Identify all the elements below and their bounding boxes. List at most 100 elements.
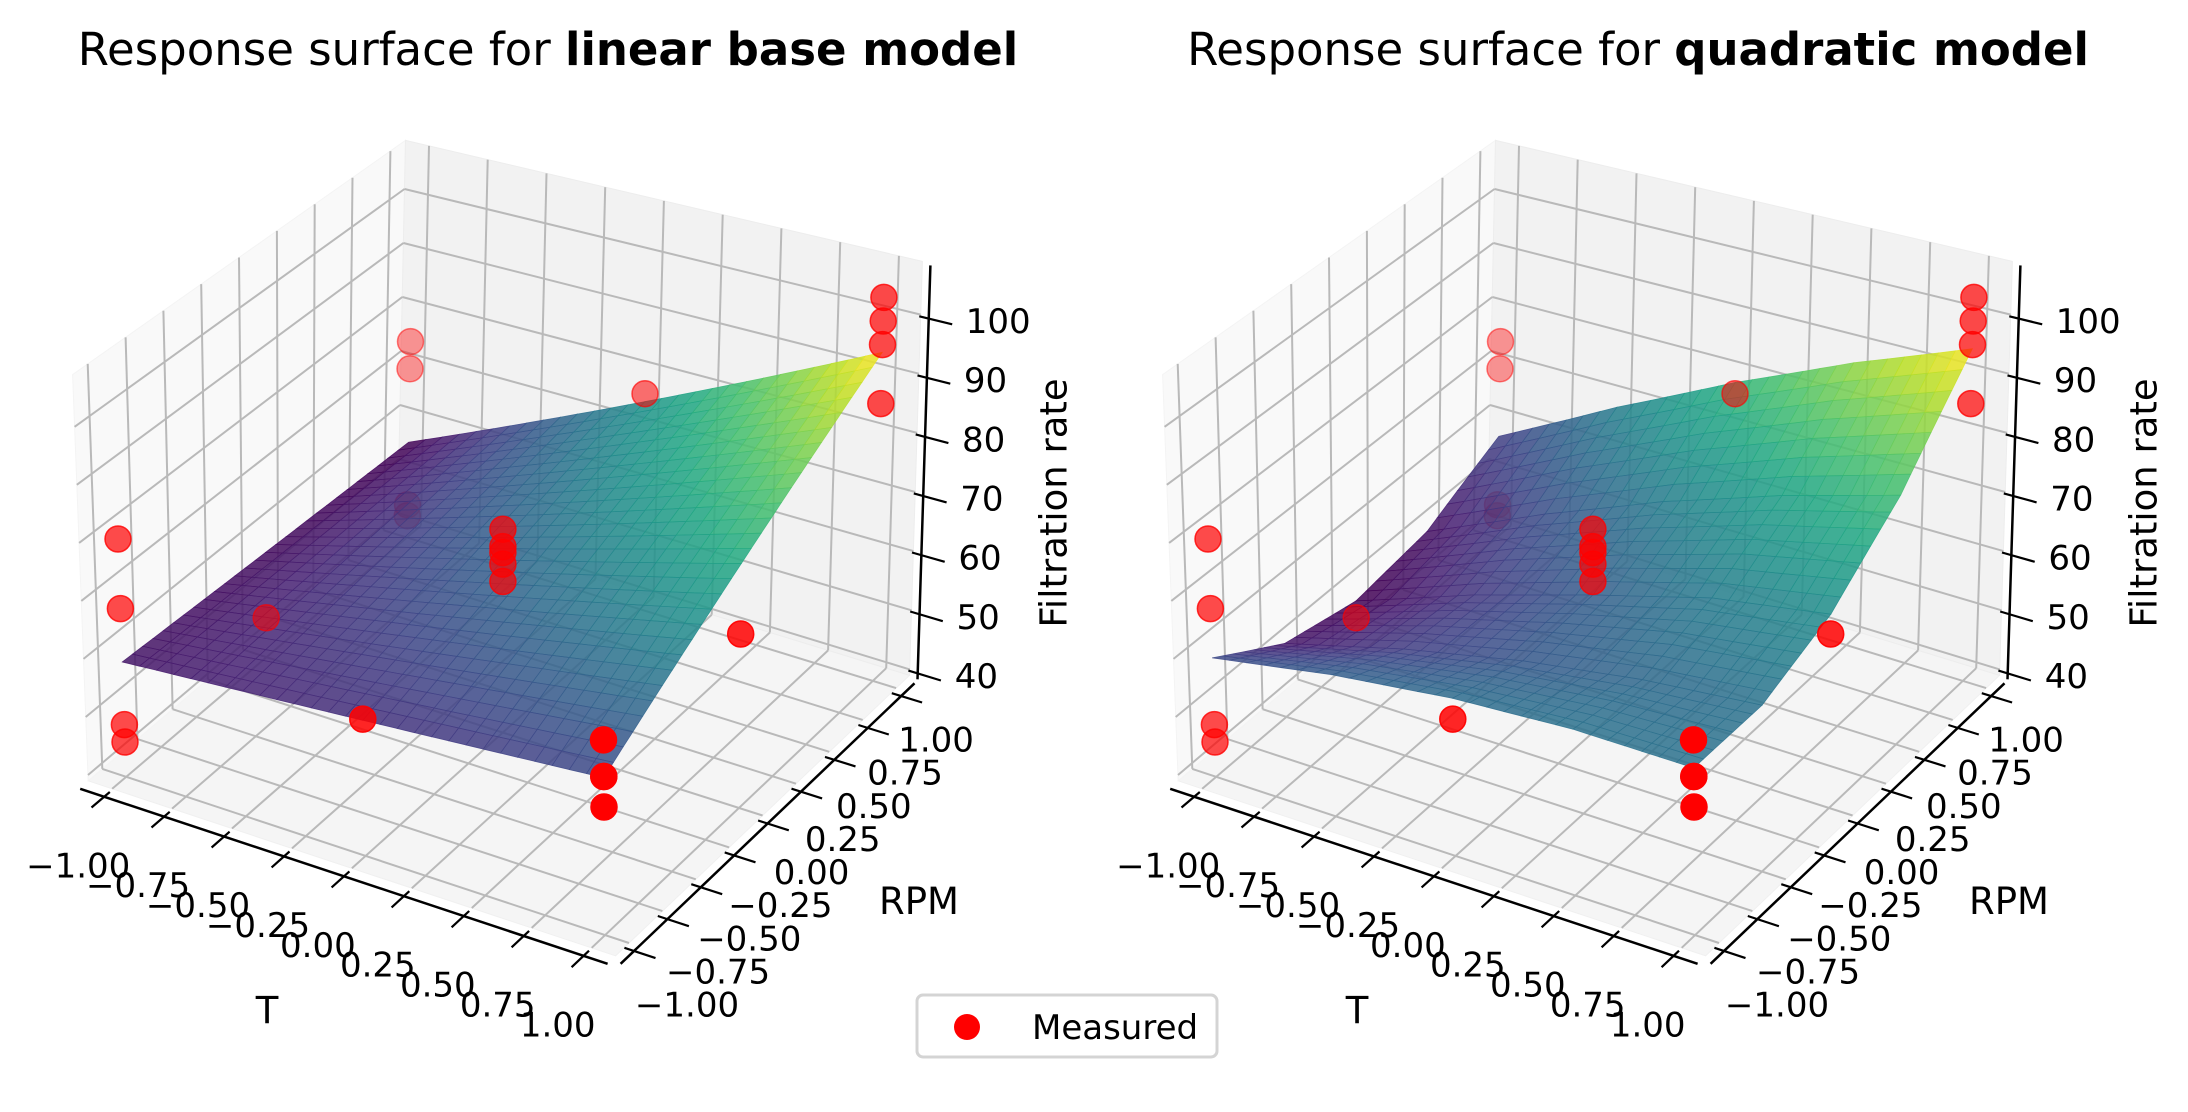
measured-point [589, 726, 618, 754]
t-tick-label: −0.25 [206, 906, 310, 946]
z-tick-label: 90 [964, 361, 1007, 401]
rpm-axis-tick [1881, 787, 1913, 800]
z-axis-tick [915, 433, 949, 445]
rpm-tick-label: 0.75 [1957, 754, 2033, 794]
rpm-tick-label: 1.00 [898, 721, 974, 761]
z-tick-label: 60 [958, 539, 1001, 579]
t-tick-label: −0.50 [146, 886, 250, 926]
left-gridline-z [78, 296, 403, 544]
rpm-axis-tick [1847, 819, 1880, 832]
t-tick-label: 0.50 [400, 966, 476, 1006]
rpm-tick-label: −0.25 [728, 886, 832, 926]
rpm-axis-tick [891, 692, 923, 704]
t-axis-tick [270, 850, 291, 869]
measured-point [1579, 567, 1607, 596]
left-gridline-rpm [1290, 284, 1299, 680]
left-gridline-z [1170, 350, 1492, 602]
t-tick-label: 0.25 [340, 946, 416, 986]
rpm-tick-label: 0.75 [867, 754, 943, 794]
z-axis-tick [917, 374, 951, 385]
axes: −1.00−0.75−0.50−0.250.000.250.500.751.00… [1116, 265, 2121, 1045]
rpm-tick-label: −0.50 [1787, 919, 1891, 959]
floor-gridline-rpm [101, 767, 630, 944]
measured-point [869, 307, 897, 335]
measured-point [1200, 710, 1229, 739]
left-gridline-rpm [86, 363, 104, 769]
measured-point [1342, 604, 1370, 632]
rpm-tick-label: 0.00 [1864, 853, 1940, 893]
rpm-axis-tick [1981, 692, 2013, 704]
t-axis-tick [1300, 830, 1321, 849]
measured-point [110, 710, 139, 739]
rpm-tick-label: −0.50 [697, 919, 801, 959]
rpm-tick-label: −0.25 [1818, 886, 1922, 926]
z-axis-tick [919, 315, 953, 326]
t-axis-tick [1480, 890, 1501, 909]
z-axis-tick [2007, 374, 2041, 385]
z-axis-tick [1998, 669, 2032, 682]
measured-points [104, 283, 898, 821]
left-gridline-z [80, 350, 402, 602]
back-gridline-t [827, 242, 842, 651]
z-axis-tick [2001, 551, 2036, 563]
t-axis-tick [1540, 910, 1560, 929]
t-tick-label: −1.00 [1116, 846, 1220, 886]
back-gridline-z [1493, 242, 2010, 375]
left-gridline-z [74, 188, 406, 428]
rpm-axis-tick [1714, 946, 1746, 960]
floor-gridline-rpm [172, 708, 697, 881]
measured-point [1958, 330, 1987, 359]
plot-title-prefix: Response surface for [1187, 23, 1674, 76]
rpm-tick-label: 0.00 [774, 853, 850, 893]
rpm-tick-label: −0.75 [1756, 952, 1860, 992]
measured-point [396, 355, 424, 383]
rpm-axis-tick [757, 819, 790, 832]
left-gridline-z [1166, 242, 1494, 486]
rpm-axis-tick [624, 946, 656, 960]
plot-title-prefix: Response surface for [78, 23, 565, 76]
x-axis-label: T [1345, 989, 1369, 1032]
rpm-axis-tick [1747, 914, 1780, 928]
measured-point [1680, 762, 1708, 791]
z-tick-label: 40 [2045, 657, 2088, 697]
z-tick-label: 100 [2056, 302, 2121, 342]
t-axis-tick [90, 791, 111, 809]
legend-frame [915, 993, 1219, 1059]
legend-label: Measured [1032, 1008, 1198, 1048]
z-axis-label: Filtration rate [2123, 378, 2166, 627]
floor-gridline-rpm [1227, 738, 1753, 913]
t-tick-label: 0.50 [1490, 966, 1566, 1006]
plot-title-model: linear base model [565, 23, 1018, 76]
z-tick-label: 70 [960, 480, 1003, 520]
left-gridline-rpm [1328, 257, 1334, 650]
floor-gridline-rpm [1297, 678, 1820, 849]
z-axis-label: Filtration rate [1033, 378, 1076, 627]
z-axis-tick [913, 492, 947, 504]
left-gridline-rpm [1176, 363, 1194, 769]
t-tick-label: −0.25 [1296, 906, 1400, 946]
z-axis-tick [2009, 315, 2043, 326]
t-axis-tick [210, 830, 231, 849]
left-gridline-z [76, 242, 404, 486]
t-tick-label: −0.75 [86, 866, 190, 906]
response-surface [1212, 348, 1974, 769]
left-gridline-rpm [1437, 177, 1444, 561]
t-axis-tick [450, 910, 470, 929]
back-gridline-z [1494, 188, 2011, 316]
measured-point [1679, 726, 1708, 754]
t-tick-label: 1.00 [1610, 1005, 1686, 1045]
t-axis-tick [330, 870, 351, 889]
z-tick-label: 90 [2054, 361, 2097, 401]
measured-point [590, 762, 618, 791]
y-axis-label: RPM [879, 880, 959, 923]
rpm-tick-label: 0.25 [1895, 820, 1971, 860]
floor-gridline-rpm [137, 738, 663, 913]
t-tick-label: −0.50 [1236, 886, 1340, 926]
rpm-tick-label: 1.00 [1988, 721, 2064, 761]
axes: −1.00−0.75−0.50−0.250.000.250.500.751.00… [26, 265, 1031, 1045]
plot-title: Response surface for quadratic model [1187, 23, 2089, 76]
rpm-tick-label: 0.25 [805, 820, 881, 860]
rpm-tick-label: −1.00 [635, 986, 739, 1026]
left-gridline-rpm [1472, 151, 1482, 531]
